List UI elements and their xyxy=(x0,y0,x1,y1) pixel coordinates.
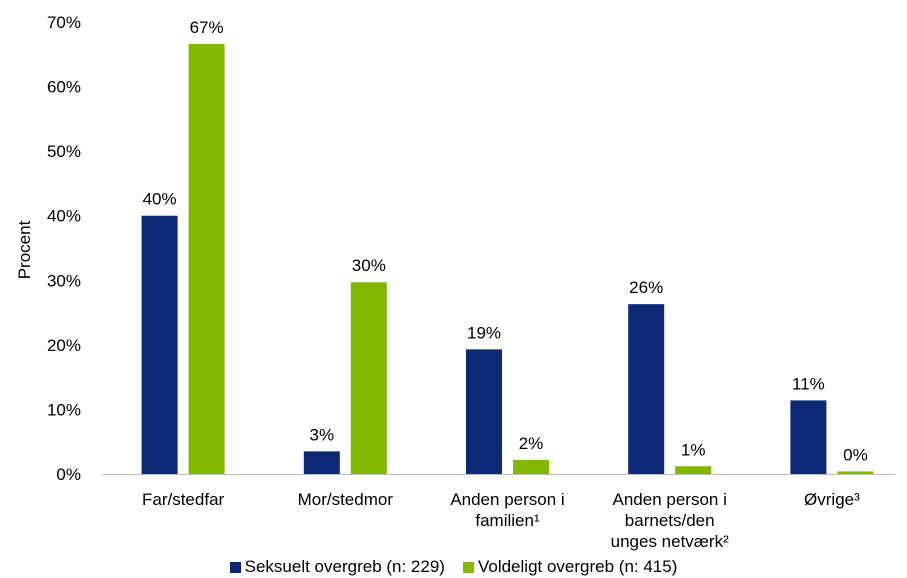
bar xyxy=(675,466,712,474)
y-tick-label: 50% xyxy=(47,142,81,161)
category-label: Mor/stedmor xyxy=(298,490,394,509)
data-label: 11% xyxy=(792,374,825,393)
data-labels: 40% 67% 3% 30% 19% 2% 26% 1% 11% 0% xyxy=(143,18,868,464)
legend: Seksuelt overgreb (n: 229) Voldeligt ove… xyxy=(0,556,907,578)
category-label: Anden person i xyxy=(450,490,564,509)
data-label: 67% xyxy=(190,18,224,37)
data-label: 2% xyxy=(519,434,544,453)
y-tick-label: 60% xyxy=(47,78,81,97)
category-label: familien¹ xyxy=(475,511,540,530)
bar xyxy=(303,451,340,474)
legend-label-voldeligt: Voldeligt overgreb (n: 415) xyxy=(477,557,678,576)
bar xyxy=(466,349,502,474)
bar xyxy=(513,459,549,474)
bar xyxy=(141,215,178,474)
y-tick-label: 40% xyxy=(47,207,81,226)
bar xyxy=(628,304,665,474)
bar xyxy=(790,400,827,474)
legend-swatch-voldeligt xyxy=(462,561,474,573)
y-axis-ticks: 0% 10% 20% 30% 40% 50% 60% 70% xyxy=(47,13,81,484)
data-label: 0% xyxy=(843,445,868,464)
legend-item-seksuelt: Seksuelt overgreb (n: 229) xyxy=(229,557,445,577)
category-label: Anden person i xyxy=(613,490,727,509)
bar xyxy=(350,282,387,474)
bar xyxy=(837,471,874,474)
category-labels: Far/stedfar Mor/stedmor Anden person i fami… xyxy=(142,490,860,551)
bars xyxy=(141,43,874,474)
data-label: 40% xyxy=(143,190,177,209)
category-label: Øvrige³ xyxy=(804,490,860,509)
y-tick-label: 10% xyxy=(47,400,81,419)
y-axis-title: Procent xyxy=(15,220,34,279)
y-tick-label: 20% xyxy=(47,336,81,355)
data-label: 3% xyxy=(310,425,335,444)
y-tick-label: 0% xyxy=(56,465,81,484)
data-label: 26% xyxy=(629,278,663,297)
data-label: 19% xyxy=(467,323,501,342)
y-tick-label: 70% xyxy=(47,13,81,32)
legend-label-seksuelt: Seksuelt overgreb (n: 229) xyxy=(244,557,445,576)
category-label: barnets/den xyxy=(625,511,715,530)
category-label: unges netværk² xyxy=(611,532,729,551)
legend-item-voldeligt: Voldeligt overgreb (n: 415) xyxy=(462,557,678,577)
legend-swatch-seksuelt xyxy=(229,561,241,573)
data-label: 1% xyxy=(681,440,706,459)
bar xyxy=(188,43,225,474)
category-label: Far/stedfar xyxy=(142,490,225,509)
y-tick-label: 30% xyxy=(47,271,81,290)
data-label: 30% xyxy=(352,256,386,275)
